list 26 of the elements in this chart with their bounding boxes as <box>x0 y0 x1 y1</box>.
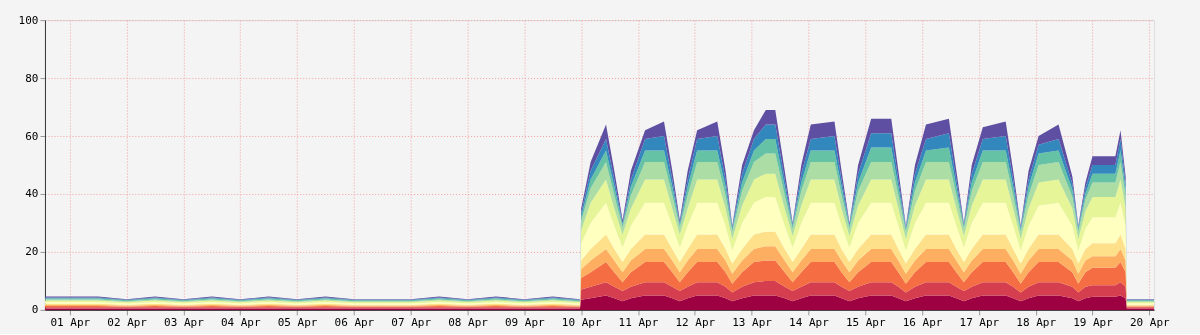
y-tick-label: 40 <box>25 187 39 201</box>
x-tick-label: 12 Apr <box>675 316 716 330</box>
x-tick-label: 03 Apr <box>164 316 205 330</box>
y-tick-label: 80 <box>25 71 39 85</box>
y-tick-label: 20 <box>25 245 39 259</box>
x-tick-label: 05 Apr <box>277 316 318 330</box>
x-tick-label: 19 Apr <box>1073 316 1114 330</box>
y-tick-label: 0 <box>31 303 39 317</box>
y-tick-label: 100 <box>18 13 39 27</box>
x-tick-label: 04 Apr <box>220 316 261 330</box>
x-tick-label: 02 Apr <box>107 316 148 330</box>
x-tick-label: 10 Apr <box>561 316 602 330</box>
y-tick-label: 60 <box>25 129 39 143</box>
x-tick-label: 08 Apr <box>448 316 489 330</box>
x-tick-label: 15 Apr <box>845 316 886 330</box>
x-tick-label: 09 Apr <box>504 316 546 330</box>
x-tick-label: 11 Apr <box>618 316 659 330</box>
x-tick-label: 16 Apr <box>902 316 943 330</box>
x-tick-label: 18 Apr <box>1016 316 1057 330</box>
x-tick-label: 20 Apr <box>1129 316 1171 330</box>
x-tick-label: 13 Apr <box>732 316 773 330</box>
x-tick-label: 17 Apr <box>959 316 1000 330</box>
x-tick-label: 14 Apr <box>789 316 830 330</box>
x-tick-label: 01 Apr <box>50 316 91 330</box>
x-tick-label: 06 Apr <box>334 316 375 330</box>
x-tick-label: 07 Apr <box>391 316 432 330</box>
